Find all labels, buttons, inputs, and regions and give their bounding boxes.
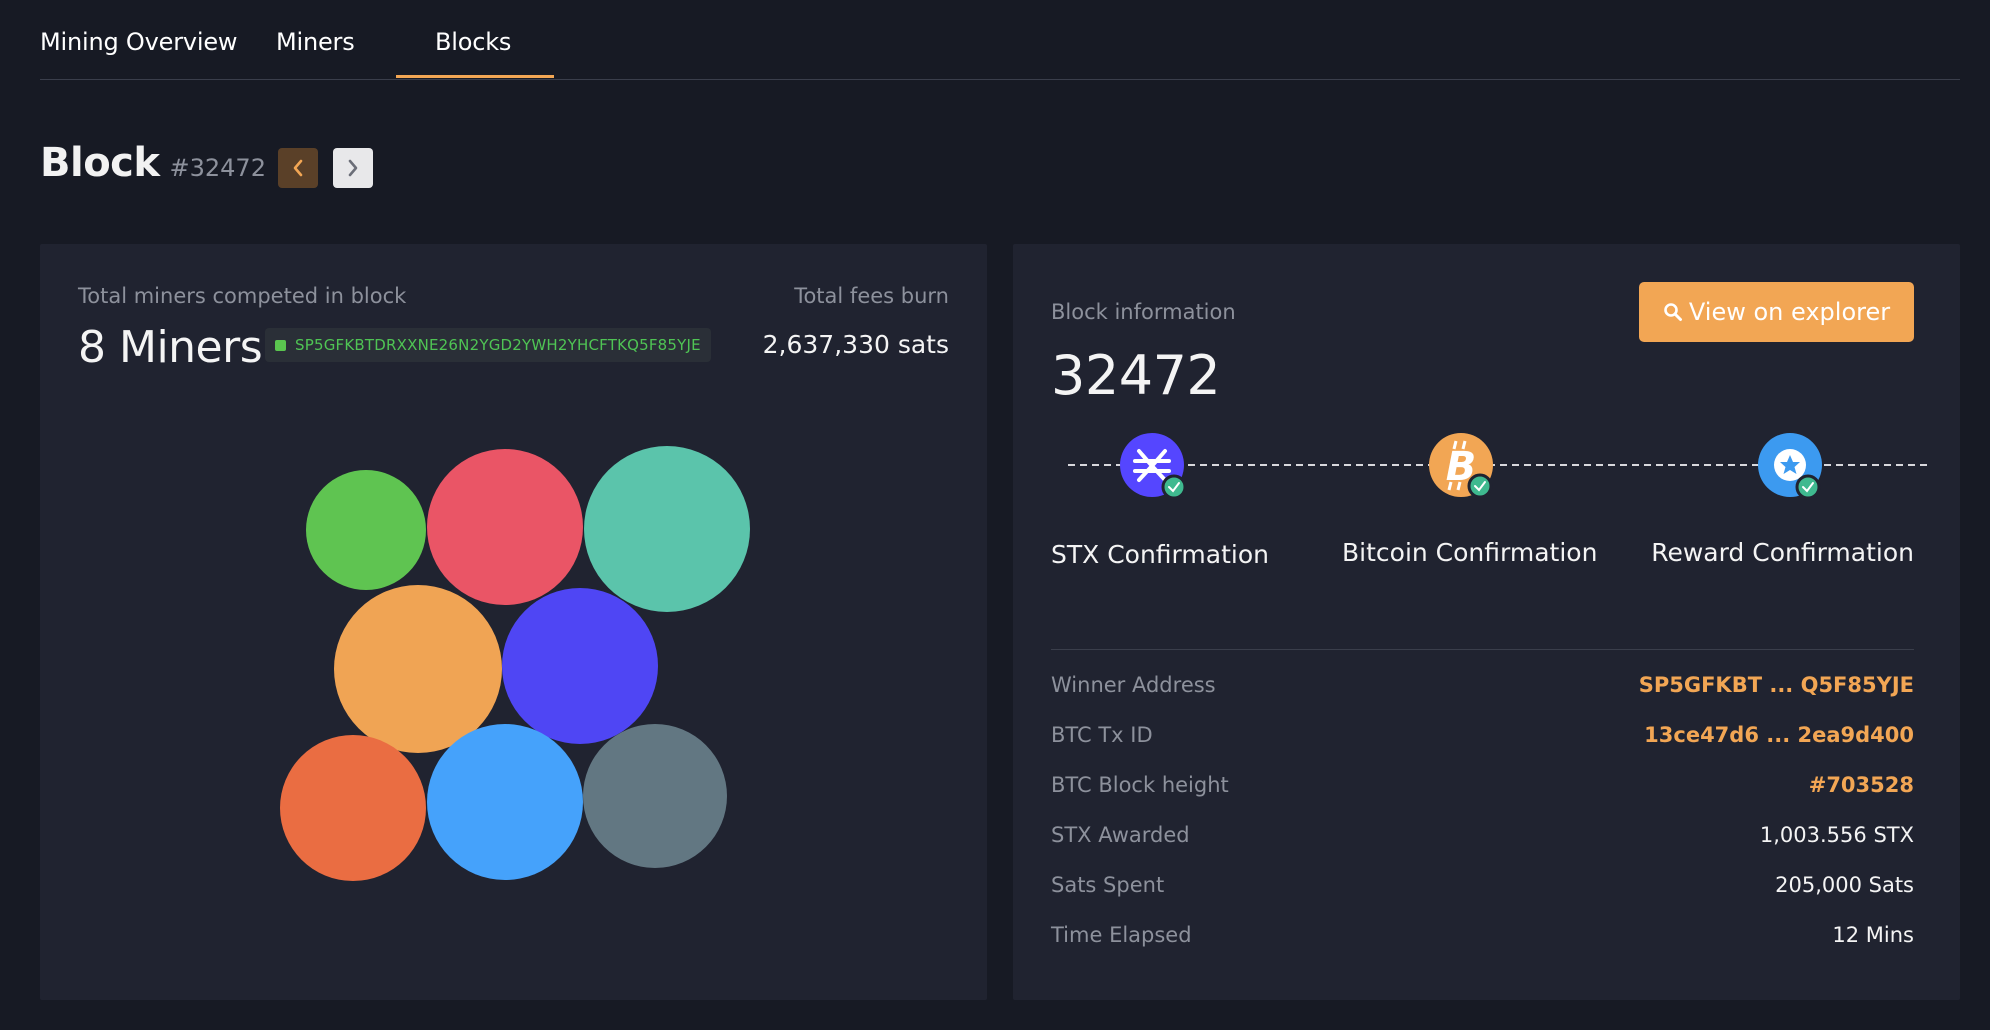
tab-blocks[interactable]: Blocks	[435, 28, 512, 56]
info-row-btc-block-height: BTC Block height #703528	[1051, 773, 1914, 803]
miner-bubble-6[interactable]	[280, 735, 426, 881]
miners-competed-label: Total miners competed in block	[78, 284, 407, 308]
next-block-button[interactable]	[333, 148, 373, 188]
info-key: BTC Block height	[1051, 773, 1229, 797]
previous-block-button[interactable]	[278, 148, 318, 188]
block-heading: Block	[40, 140, 160, 186]
search-icon	[1664, 303, 1682, 321]
winner-address-link[interactable]: SP5GFKBT ... Q5F85YJE	[1638, 673, 1914, 697]
tab-miners[interactable]: Miners	[276, 28, 355, 56]
chevron-right-icon	[348, 159, 358, 177]
info-row-sats-spent: Sats Spent 205,000 Sats	[1051, 873, 1914, 903]
bitcoin-confirmation-label: Bitcoin Confirmation	[1342, 538, 1598, 567]
info-row-winner-address: Winner Address SP5GFKBT ... Q5F85YJE	[1051, 673, 1914, 703]
tab-mining-overview[interactable]: Mining Overview	[40, 28, 238, 56]
view-on-explorer-label: View on explorer	[1688, 298, 1891, 326]
time-elapsed-value: 12 Mins	[1832, 923, 1914, 947]
page-title: Block #32472	[40, 140, 266, 186]
tab-bar: Mining Overview Miners Blocks	[40, 0, 1960, 80]
miner-bubble-4[interactable]	[334, 585, 502, 753]
check-icon	[1795, 474, 1821, 500]
miner-color-swatch	[275, 339, 286, 351]
block-information-panel: Block information 32472 View on explorer	[1013, 244, 1960, 1000]
info-row-btc-tx-id: BTC Tx ID 13ce47d6 ... 2ea9d400	[1051, 723, 1914, 753]
view-on-explorer-button[interactable]: View on explorer	[1639, 282, 1914, 342]
btc-block-height-link[interactable]: #703528	[1808, 773, 1914, 797]
chevron-left-icon	[293, 159, 303, 177]
info-key: STX Awarded	[1051, 823, 1190, 847]
stx-awarded-value: 1,003.556 STX	[1759, 823, 1914, 847]
info-row-time-elapsed: Time Elapsed 12 Mins	[1051, 923, 1914, 953]
fees-burn-label: Total fees burn	[794, 284, 949, 308]
miner-bubble-2[interactable]	[427, 449, 583, 605]
sats-spent-value: 205,000 Sats	[1775, 873, 1914, 897]
miners-bubble-chart	[280, 446, 750, 881]
miners-count: 8 Miners	[78, 322, 263, 373]
miner-bubble-5[interactable]	[502, 588, 658, 744]
info-key: Winner Address	[1051, 673, 1216, 697]
check-icon	[1467, 473, 1493, 499]
stx-confirmation-label: STX Confirmation	[1051, 540, 1269, 569]
block-information-label: Block information	[1051, 300, 1236, 324]
btc-tx-id-link[interactable]: 13ce47d6 ... 2ea9d400	[1644, 723, 1914, 747]
miner-bubble-1[interactable]	[306, 470, 426, 590]
info-key: BTC Tx ID	[1051, 723, 1153, 747]
miner-bubble-7[interactable]	[427, 724, 583, 880]
miner-bubble-8[interactable]	[583, 724, 727, 868]
info-key: Time Elapsed	[1051, 923, 1192, 947]
info-row-stx-awarded: STX Awarded 1,003.556 STX	[1051, 823, 1914, 853]
check-icon	[1161, 474, 1187, 500]
block-number: 32472	[1051, 344, 1221, 407]
confirmation-timeline: B	[1068, 433, 1928, 500]
block-number-label: #32472	[169, 154, 266, 182]
miner-address-chip[interactable]: SP5GFKBTDRXXNE26N2YGD2YWH2YHCFTKQ5F85YJE	[265, 328, 711, 362]
miner-bubble-3[interactable]	[584, 446, 750, 612]
divider	[1051, 649, 1914, 650]
miners-panel: Total miners competed in block Total fee…	[40, 244, 987, 1000]
fees-burn-value: 2,637,330 sats	[762, 330, 949, 359]
miner-address: SP5GFKBTDRXXNE26N2YGD2YWH2YHCFTKQ5F85YJE	[295, 336, 701, 354]
reward-confirmation-label: Reward Confirmation	[1651, 538, 1914, 567]
active-tab-indicator	[396, 75, 554, 78]
info-key: Sats Spent	[1051, 873, 1165, 897]
